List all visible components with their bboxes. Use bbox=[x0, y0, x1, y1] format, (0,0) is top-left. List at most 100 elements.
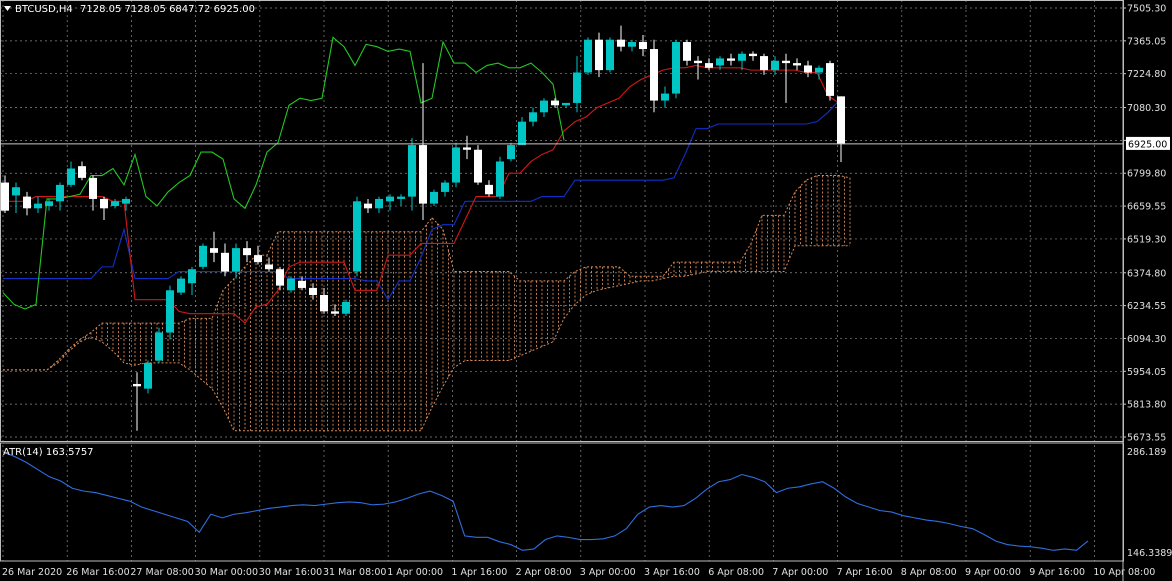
time-tick-label: 31 Mar 08:00 bbox=[323, 567, 386, 578]
price-tick-label: 6519.30 bbox=[1127, 234, 1166, 245]
candle-body bbox=[463, 147, 471, 150]
candles bbox=[1, 25, 845, 431]
candle-body bbox=[584, 39, 592, 73]
candle-body bbox=[518, 121, 526, 146]
candle-body bbox=[1, 182, 9, 211]
price-tick-label: 6094.30 bbox=[1127, 334, 1166, 345]
candle-body bbox=[452, 147, 460, 183]
candle-body bbox=[573, 72, 581, 103]
candle-body bbox=[551, 100, 559, 106]
candle-body bbox=[639, 42, 647, 50]
candle-body bbox=[166, 290, 174, 333]
candle-body bbox=[100, 198, 108, 209]
time-tick-label: 30 Mar 00:00 bbox=[195, 567, 258, 578]
candle-body bbox=[694, 60, 702, 64]
candle-body bbox=[815, 67, 823, 73]
candle-body bbox=[320, 294, 328, 312]
candle-body bbox=[155, 332, 163, 361]
price-tick-label: 7224.80 bbox=[1127, 69, 1166, 80]
candle-body bbox=[485, 184, 493, 195]
candle-body bbox=[650, 49, 658, 101]
candle-body bbox=[309, 287, 317, 295]
price-tick-label: 6799.80 bbox=[1127, 169, 1166, 180]
candle-body bbox=[243, 248, 251, 256]
candle-body bbox=[188, 269, 196, 284]
candle-body bbox=[177, 278, 185, 293]
time-tick-label: 3 Apr 00:00 bbox=[580, 567, 636, 578]
candle-body bbox=[12, 187, 20, 196]
candle-body bbox=[254, 255, 262, 263]
time-tick-label: 1 Apr 00:00 bbox=[387, 567, 443, 578]
candle-body bbox=[298, 280, 306, 288]
price-tick-label: 6234.55 bbox=[1127, 301, 1166, 312]
candle-body bbox=[276, 269, 284, 286]
candle-body bbox=[826, 63, 834, 96]
price-tick-label: 7505.30 bbox=[1127, 4, 1166, 15]
candle-body bbox=[595, 39, 603, 71]
candle-body bbox=[34, 203, 42, 209]
candle-body bbox=[364, 203, 372, 209]
kijun-sen-line bbox=[3, 100, 840, 301]
candle-body bbox=[716, 58, 724, 66]
candle-body bbox=[738, 53, 746, 61]
price-tick-label: 6374.80 bbox=[1127, 268, 1166, 279]
candle-body bbox=[496, 161, 504, 197]
candle-body bbox=[133, 383, 141, 387]
time-tick-label: 30 Mar 16:00 bbox=[259, 567, 322, 578]
price-tick-label: 5673.55 bbox=[1127, 433, 1166, 444]
chikou-span-line bbox=[2, 36, 565, 310]
candle-body bbox=[749, 53, 757, 57]
candle-body bbox=[606, 39, 614, 71]
candle-body bbox=[56, 184, 64, 202]
current-price-label: 6925.00 bbox=[1128, 139, 1167, 150]
candle-body bbox=[375, 198, 383, 209]
time-tick-label: 9 Apr 00:00 bbox=[965, 567, 1021, 578]
price-tick-label: 6659.55 bbox=[1127, 202, 1166, 213]
candle-body bbox=[232, 248, 240, 272]
candle-body bbox=[210, 248, 218, 253]
price-tick-label: 5954.05 bbox=[1127, 367, 1166, 378]
price-tick-label: 7080.30 bbox=[1127, 103, 1166, 114]
dropdown-arrow-icon[interactable] bbox=[4, 6, 11, 11]
candle-body bbox=[408, 145, 416, 197]
senkou-span-a bbox=[3, 175, 851, 371]
candle-body bbox=[837, 96, 845, 144]
current-price-tag bbox=[1126, 136, 1170, 150]
price-tick-label: 7365.05 bbox=[1127, 36, 1166, 47]
symbol-title: BTCUSD,H4 bbox=[15, 4, 73, 15]
candle-body bbox=[386, 196, 394, 202]
candle-body bbox=[782, 60, 790, 64]
candle-body bbox=[221, 252, 229, 272]
candle-body bbox=[430, 191, 438, 204]
atr-header: ATR(14) 163.5757 bbox=[3, 447, 94, 458]
time-tick-label: 26 Mar 2020 bbox=[2, 567, 62, 578]
time-tick-label: 6 Apr 08:00 bbox=[708, 567, 764, 578]
atr-label: ATR(14) 163.5757 bbox=[3, 447, 94, 458]
candle-body bbox=[661, 93, 669, 101]
time-tick-label: 8 Apr 08:00 bbox=[901, 567, 957, 578]
candle-body bbox=[342, 301, 350, 314]
time-tick-label: 26 Mar 16:00 bbox=[66, 567, 129, 578]
candle-body bbox=[441, 182, 449, 192]
chart-header: BTCUSD,H4 7128.05 7128.05 6847.72 6925.0… bbox=[4, 4, 255, 15]
candle-body bbox=[67, 168, 75, 185]
candle-body bbox=[760, 56, 768, 71]
candle-body bbox=[727, 58, 735, 61]
candle-body bbox=[419, 145, 427, 204]
candle-body bbox=[804, 65, 812, 73]
candle-body bbox=[683, 42, 691, 61]
candle-body bbox=[111, 201, 119, 206]
atr-line bbox=[2, 451, 1089, 551]
indicator-lines bbox=[2, 36, 840, 324]
time-tick-label: 3 Apr 16:00 bbox=[644, 567, 700, 578]
time-tick-label: 7 Apr 00:00 bbox=[772, 567, 828, 578]
candle-body bbox=[89, 177, 97, 199]
candle-body bbox=[771, 60, 779, 71]
price-tick-label: 5813.80 bbox=[1127, 400, 1166, 411]
candle-body bbox=[617, 39, 625, 47]
candle-body bbox=[540, 100, 548, 113]
atr-subwindow bbox=[2, 451, 1089, 551]
